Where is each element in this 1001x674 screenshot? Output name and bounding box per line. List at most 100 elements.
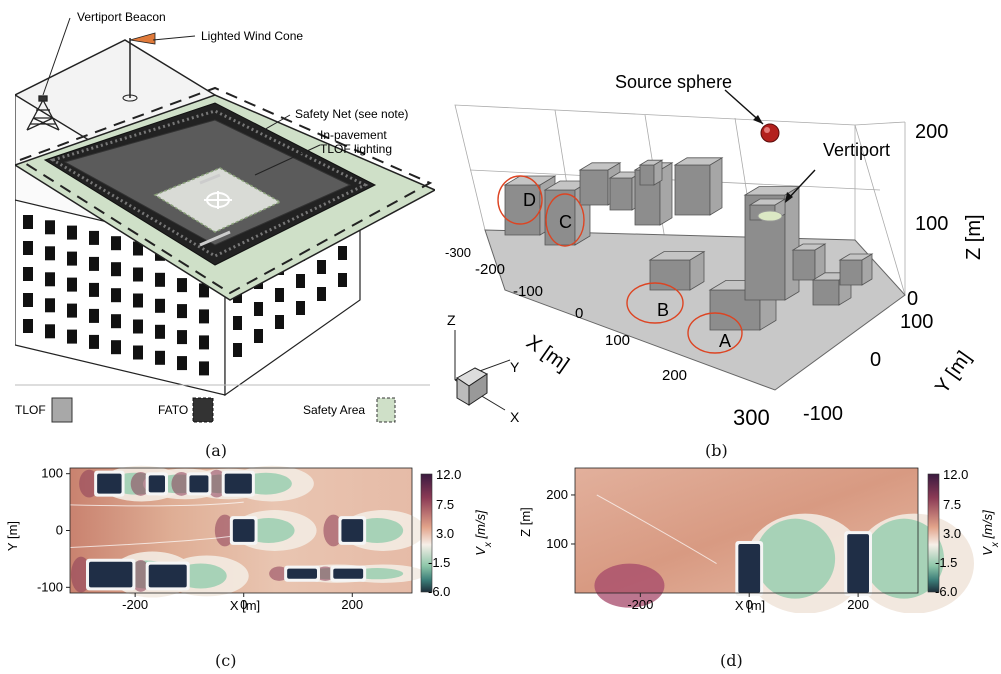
approach-marking-top [199,173,221,185]
legend-fato-label: FATO [158,403,188,417]
vertiport-arrow [786,169,816,201]
source-sphere [760,123,780,143]
c-colorbar-ticks: 12.0 7.5 3.0 -1.5 -6.0 [428,467,461,599]
label-safety-net: Safety Net (see note) [295,107,408,121]
y-axis-label: Y [m] [931,347,976,398]
c-colorbar [420,473,433,593]
panel-b-3d-scene: Source sphere Vertiport D C B A -300 -20… [445,72,985,430]
label-beacon: Vertiport Beacon [77,10,166,24]
window [89,308,99,323]
window [254,329,263,343]
caption-a: (a) [205,441,228,460]
x-tick: 300 [733,405,770,430]
x-tick: -300 [445,245,471,260]
approach-marking [199,230,231,247]
window [67,225,77,240]
x-tick: 100 [605,332,630,349]
fato-texture [49,109,369,258]
x-tick: -100 [513,283,543,300]
window [177,330,187,345]
window [45,298,55,313]
c-cbar-tick: -1.5 [428,555,450,570]
y-tick-label: 0 [56,523,63,538]
contour-line [69,535,233,549]
window [254,302,263,316]
building-windows-left [23,215,209,376]
circle-d [497,175,543,225]
label-wind-cone: Lighted Wind Cone [201,29,303,43]
building-footprint [287,568,317,579]
window [317,287,326,301]
window [23,267,33,281]
circle-a [687,312,743,354]
source-arrow-head [753,115,763,124]
scene-building [648,250,706,291]
label-vertiport: Vertiport [823,140,890,160]
high-velocity-region [594,563,665,608]
scene-building [791,243,827,281]
scene-building [673,157,724,216]
window [177,278,187,293]
window [133,267,143,282]
wind-cone [122,32,156,102]
window [133,293,143,308]
triad-y: Y [510,359,520,375]
building-label-b: B [657,300,669,320]
d-cbar-unit: [m/s] [980,510,995,542]
source-sphere-highlight [764,127,770,133]
window [233,316,242,330]
z-tick: 0 [907,288,918,310]
window [155,350,165,365]
y-tick-label: -100 [37,579,63,594]
building-footprint [89,561,133,588]
lighting-leader [254,144,321,176]
window [67,251,77,266]
window [155,298,165,313]
x-axis-label: X [m] [522,331,573,376]
building-label-d: D [523,190,536,210]
d-colorbar [927,473,940,593]
window [233,343,242,357]
plot-area-c [69,465,426,598]
building-label-c: C [559,212,572,232]
d-xlabel: X [m] [735,598,765,613]
x-tick: 0 [575,305,583,322]
caption-b: (b) [705,441,728,460]
scene-building [638,159,664,186]
z-tick: 200 [915,121,948,143]
d-colorbar-ticks: 12.0 7.5 3.0 -1.5 -6.0 [935,467,968,599]
axis-triad [454,330,511,411]
y-tick: 100 [900,311,933,333]
x-tick-label: -200 [627,597,653,612]
x-tick: -200 [475,261,505,278]
window [23,319,33,333]
axes-c: -200 0 200 -100 0 100 [37,466,413,612]
panel-c-heatmap-xy: -200 0 200 -100 0 100 Y [m] X [m] 12.0 7.5 3.… [5,465,494,613]
window [23,215,33,229]
axes-frame [574,467,919,594]
c-cbar-tick: 12.0 [436,467,461,482]
window [275,315,284,329]
label-in-pavement: In-pavement [320,128,387,142]
d-colorbar-label: Vx [m/s] [980,510,1001,556]
axes-d: -200 0 200 100 200 [546,467,919,612]
beacon-leader [42,17,71,96]
window [177,356,187,371]
contour-line [596,494,717,565]
window [199,335,209,350]
window [111,288,121,303]
window [133,319,143,334]
z-tick: 100 [915,213,948,235]
d-cbar-tick: 12.0 [943,467,968,482]
c-cbar-unit: [m/s] [473,510,488,542]
window [67,303,77,318]
building-footprint [333,568,364,579]
x-tick: 200 [662,367,687,384]
c-cbar-tick: -6.0 [428,584,450,599]
window [317,260,326,274]
d-cbar-sub: x [990,541,1001,548]
building-footprint [341,519,364,542]
window [89,334,99,349]
x-tick-label: 200 [341,597,363,612]
y-tick: 0 [870,349,881,371]
